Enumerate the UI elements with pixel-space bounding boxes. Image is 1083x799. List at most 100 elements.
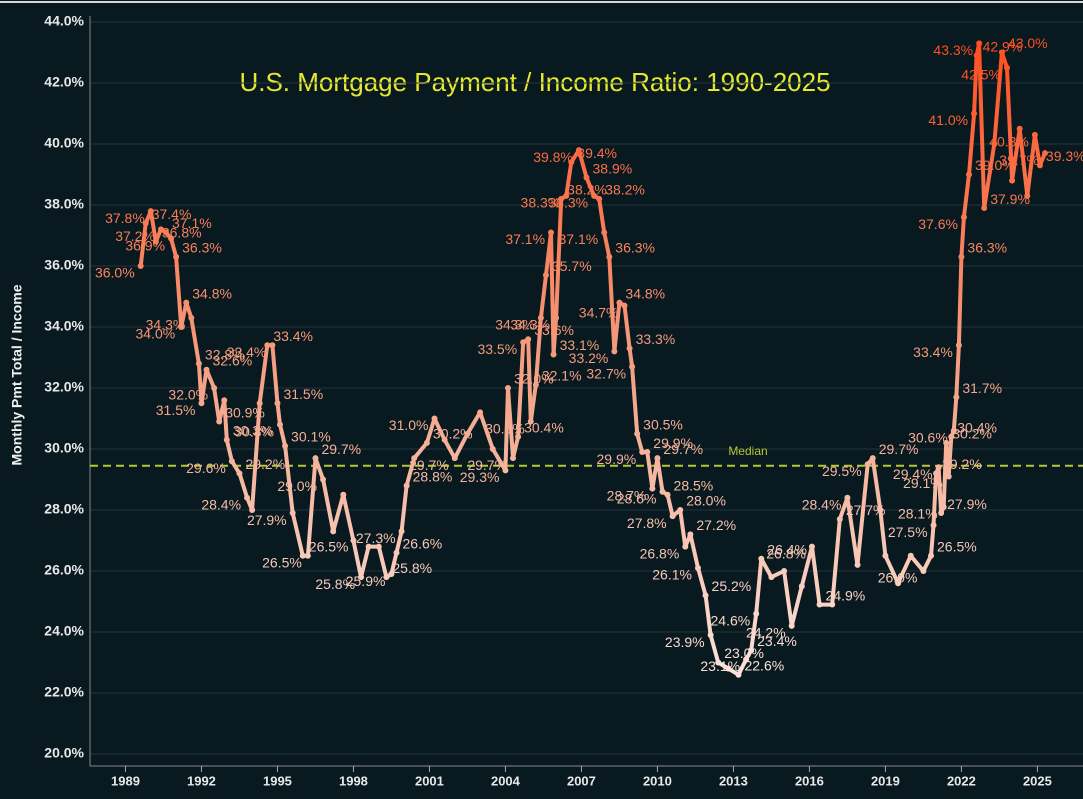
data-label: 32.6%	[213, 352, 253, 368]
data-point	[525, 336, 532, 343]
data-label: 26.5%	[937, 538, 977, 554]
y-axis-label: Monthly Pmt Total / Income	[9, 284, 25, 465]
data-point	[330, 528, 337, 535]
data-point	[707, 632, 714, 639]
data-label: 26.6%	[403, 535, 443, 551]
data-label: 29.4%	[893, 466, 933, 482]
data-point	[788, 622, 795, 629]
data-point	[1004, 64, 1011, 71]
data-point	[611, 348, 618, 355]
data-point	[358, 574, 365, 581]
data-label: 25.8%	[392, 560, 432, 576]
data-point	[195, 360, 202, 367]
data-label: 29.6%	[186, 460, 226, 476]
data-label: 25.9%	[346, 573, 386, 589]
data-point	[629, 363, 636, 370]
data-point	[542, 272, 549, 279]
data-label: 34.3%	[510, 317, 550, 333]
data-label: 30.8%	[234, 423, 274, 439]
data-point	[411, 455, 418, 462]
data-point	[375, 543, 382, 550]
data-point	[548, 229, 555, 236]
data-label: 23.4%	[757, 633, 797, 649]
data-point	[869, 455, 876, 462]
x-tick-label: 1989	[111, 773, 140, 788]
data-point	[1009, 177, 1016, 184]
data-label: 31.7%	[962, 380, 1002, 396]
data-point	[388, 571, 395, 578]
data-label: 27.9%	[947, 496, 987, 512]
data-point	[289, 510, 296, 517]
data-point	[743, 656, 750, 663]
data-point	[532, 381, 539, 388]
data-label: 27.3%	[356, 530, 396, 546]
data-point	[520, 339, 527, 346]
data-point	[596, 195, 603, 202]
data-label: 34.7%	[579, 304, 619, 320]
data-point	[350, 537, 357, 544]
x-tick-label: 2022	[947, 773, 976, 788]
data-label: 38.3%	[521, 195, 561, 211]
chart-title: U.S. Mortgage Payment / Income Ratio: 19…	[239, 67, 830, 97]
x-tick-label: 2001	[415, 773, 444, 788]
data-point	[431, 415, 438, 422]
data-label: 30.1%	[291, 429, 331, 445]
y-tick-label: 20.0%	[44, 745, 84, 761]
data-point	[715, 659, 722, 666]
data-point	[502, 467, 509, 474]
y-tick-label: 38.0%	[44, 196, 84, 212]
data-label: 37.1%	[559, 231, 599, 247]
data-point	[198, 400, 205, 407]
data-point	[928, 552, 935, 559]
data-label: 28.4%	[802, 497, 842, 513]
data-point	[616, 299, 623, 306]
data-point	[669, 513, 676, 520]
x-tick-label: 1998	[339, 773, 368, 788]
data-point	[694, 564, 701, 571]
data-point	[441, 436, 448, 443]
data-point	[477, 409, 484, 416]
data-point	[659, 488, 666, 495]
data-point	[553, 314, 560, 321]
data-label: 23.9%	[665, 634, 705, 650]
data-point	[168, 235, 175, 242]
y-tick-label: 26.0%	[44, 562, 84, 578]
data-label: 29.7%	[321, 441, 361, 457]
data-point	[504, 385, 511, 391]
data-point	[639, 449, 646, 456]
data-point	[340, 491, 347, 498]
data-point	[216, 418, 223, 425]
data-label: 27.8%	[627, 515, 667, 531]
y-tick-label: 40.0%	[44, 135, 84, 151]
data-point	[844, 494, 851, 501]
data-label: 26.8%	[640, 545, 680, 561]
data-point	[935, 464, 942, 471]
data-label: 34.8%	[192, 285, 232, 301]
data-point	[282, 442, 289, 449]
data-label: 35.7%	[552, 258, 592, 274]
data-label: 29.7%	[879, 441, 919, 457]
data-label: 28.0%	[686, 493, 726, 509]
data-point	[940, 503, 947, 510]
data-point	[991, 141, 998, 147]
data-point	[864, 461, 871, 468]
data-point	[649, 485, 656, 492]
data-point	[953, 394, 960, 401]
y-tick-label: 42.0%	[44, 74, 84, 90]
x-tick-label: 2010	[643, 773, 672, 788]
data-label: 29.1%	[903, 475, 943, 491]
data-label: 25.8%	[315, 576, 355, 592]
data-label: 43.0%	[1008, 35, 1048, 51]
median-label: Median	[728, 444, 767, 458]
data-point	[973, 52, 980, 59]
data-label: 34.3%	[146, 317, 186, 333]
data-label: 29.5%	[822, 463, 862, 479]
data-point	[854, 561, 861, 568]
data-label: 30.4%	[957, 420, 997, 436]
data-label: 37.4%	[152, 206, 192, 222]
data-point	[173, 253, 180, 260]
y-tick-label: 30.0%	[44, 440, 84, 456]
data-point	[236, 470, 243, 477]
data-point	[945, 473, 952, 480]
data-label: 24.2%	[746, 625, 786, 641]
